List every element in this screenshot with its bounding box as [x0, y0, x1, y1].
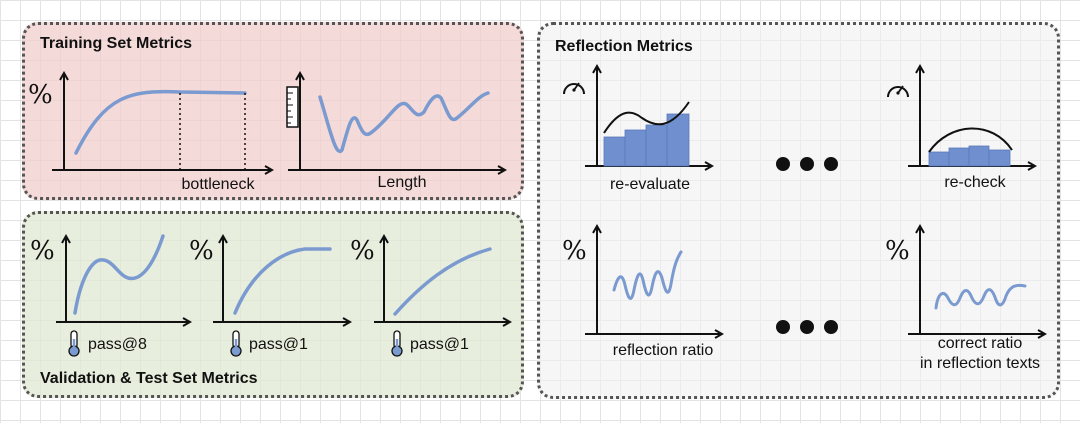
x-label-pass8: pass@8 — [88, 336, 147, 353]
training-panel-title: Training Set Metrics — [40, 35, 193, 52]
oscillating-curve — [612, 250, 683, 300]
oscillating-curve — [318, 91, 490, 154]
thermometer-icon — [391, 330, 403, 357]
x-label-reflection-ratio: reflection ratio — [612, 342, 714, 359]
reflection-metrics-panel — [537, 22, 1060, 399]
x-label-re-evaluate: re-evaluate — [609, 176, 691, 193]
histogram-bars — [603, 113, 690, 167]
x-label-re-check: re-check — [944, 174, 1006, 191]
training-plot-bottleneck — [52, 73, 272, 170]
reflection-plot-re-check — [887, 66, 1035, 167]
ruler-icon — [286, 86, 299, 128]
percent-label: % — [30, 236, 55, 266]
density-curve — [928, 127, 1013, 153]
thermometer-icon — [68, 330, 80, 357]
training-plot-length — [286, 73, 505, 170]
percent-label: % — [562, 236, 587, 266]
x-label-bottleneck: bottleneck — [181, 176, 255, 193]
reflection-panel-title: Reflection Metrics — [555, 38, 693, 55]
validation-plot-pass1-b — [374, 236, 510, 322]
saturating-curve — [74, 89, 247, 155]
validation-panel-title: Validation & Test Set Metrics — [40, 370, 258, 387]
percent-label: % — [350, 236, 375, 266]
percent-label: % — [885, 236, 910, 266]
percent-label: % — [28, 80, 53, 110]
validation-metrics-panel — [22, 211, 524, 398]
reflection-plot-correct-ratio — [908, 226, 1045, 334]
x-label-correct-ratio: correct ratio in reflection texts — [900, 334, 1060, 374]
reflection-plot-re-evaluate — [563, 66, 712, 167]
density-curve — [603, 101, 690, 134]
reflection-plot-ratio — [585, 226, 722, 334]
percent-label: % — [189, 236, 214, 266]
gauge-icon — [887, 85, 909, 98]
ellipsis-dots-top — [776, 157, 838, 171]
wave-curve — [73, 234, 165, 315]
wavy-curve — [934, 283, 1027, 310]
histogram-bars — [928, 145, 1011, 167]
rising-curve — [393, 247, 492, 316]
saturating-curve — [233, 247, 332, 315]
x-label-length: Length — [377, 174, 427, 191]
validation-plot-pass8 — [56, 236, 190, 322]
validation-plot-pass1-a — [213, 236, 350, 322]
thermometer-icon — [230, 330, 242, 357]
gauge-icon — [563, 82, 585, 95]
ellipsis-dots-bottom — [776, 320, 838, 334]
x-label-line1: correct ratio — [937, 335, 1023, 352]
x-label-line2: in reflection texts — [919, 355, 1041, 372]
x-label-pass1: pass@1 — [249, 336, 308, 353]
x-label-pass1: pass@1 — [410, 336, 469, 353]
